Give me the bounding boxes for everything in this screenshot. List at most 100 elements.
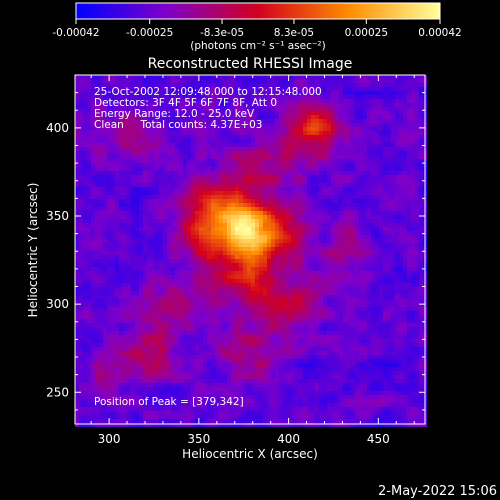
heatmap-cell [111,207,115,211]
heatmap-cell [251,139,255,143]
heatmap-cell [271,107,275,111]
heatmap-cell [367,107,371,111]
heatmap-cell [91,235,95,239]
heatmap-cell [303,111,307,115]
heatmap-cell [207,147,211,151]
heatmap-cell [99,235,103,239]
heatmap-cell [283,263,287,267]
heatmap-cell [271,203,275,207]
heatmap-cell [275,107,279,111]
heatmap-cell [315,203,319,207]
heatmap-cell [287,239,291,243]
heatmap-cell [123,187,127,191]
heatmap-cell [243,135,247,139]
heatmap-cell [227,267,231,271]
heatmap-cell [351,115,355,119]
heatmap-cell [207,195,211,199]
heatmap-cell [379,239,383,243]
heatmap-cell [155,255,159,259]
heatmap-cell [91,263,95,267]
heatmap-cell [275,135,279,139]
heatmap-cell [343,127,347,131]
heatmap-cell [295,159,299,163]
heatmap-cell [287,259,291,263]
heatmap-cell [275,267,279,271]
heatmap-cell [75,75,79,79]
heatmap-cell [383,183,387,187]
heatmap-cell [223,143,227,147]
heatmap-cell [191,163,195,167]
heatmap-cell [99,247,103,251]
heatmap-cell [179,227,183,231]
heatmap-cell [123,223,127,227]
heatmap-cell [339,295,343,299]
heatmap-cell [199,283,203,287]
heatmap-cell [315,291,319,295]
heatmap-cell [339,259,343,263]
heatmap-cell [171,239,175,243]
heatmap-cell [107,131,111,135]
heatmap-cell [347,179,351,183]
heatmap-cell [299,79,303,83]
heatmap-cell [99,299,103,303]
heatmap-cell [419,147,423,151]
heatmap-cell [271,255,275,259]
heatmap-cell [271,259,275,263]
heatmap-cell [115,95,119,99]
heatmap-cell [107,183,111,187]
heatmap-cell [379,179,383,183]
heatmap-cell [195,139,199,143]
heatmap-cell [191,239,195,243]
heatmap-cell [207,223,211,227]
heatmap-cell [175,75,179,79]
heatmap-cell [255,279,259,283]
heatmap-cell [143,187,147,191]
heatmap-cell [251,275,255,279]
heatmap-cell [83,295,87,299]
heatmap-cell [183,295,187,299]
heatmap-cell [343,231,347,235]
heatmap-cell [227,207,231,211]
heatmap-cell [331,207,335,211]
heatmap-cell [127,107,131,111]
heatmap-cell [119,207,123,211]
heatmap-cell [195,279,199,283]
heatmap-cell [419,143,423,147]
heatmap-cell [303,163,307,167]
heatmap-cell [323,163,327,167]
heatmap-cell [251,251,255,255]
heatmap-cell [287,171,291,175]
heatmap-cell [323,195,327,199]
heatmap-cell [275,239,279,243]
heatmap-cell [203,175,207,179]
heatmap-cell [119,259,123,263]
heatmap-cell [419,287,423,291]
heatmap-cell [267,287,271,291]
heatmap-cell [295,235,299,239]
heatmap-cell [91,299,95,303]
heatmap-cell [323,211,327,215]
heatmap-cell [111,251,115,255]
heatmap-cell [175,99,179,103]
heatmap-cell [183,271,187,275]
heatmap-cell [343,75,347,79]
heatmap-cell [175,115,179,119]
heatmap-cell [231,119,235,123]
heatmap-cell [251,215,255,219]
heatmap-cell [179,199,183,203]
heatmap-cell [131,123,135,127]
heatmap-cell [151,75,155,79]
heatmap-cell [315,103,319,107]
heatmap-cell [379,127,383,131]
heatmap-cell [207,279,211,283]
heatmap-cell [311,291,315,295]
heatmap-cell [247,175,251,179]
heatmap-cell [303,95,307,99]
heatmap-cell [347,111,351,115]
heatmap-cell [279,223,283,227]
heatmap-cell [179,143,183,147]
heatmap-cell [199,267,203,271]
heatmap-cell [223,155,227,159]
heatmap-cell [95,247,99,251]
heatmap-cell [259,103,263,107]
